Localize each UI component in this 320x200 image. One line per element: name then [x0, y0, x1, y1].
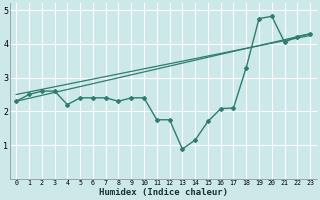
X-axis label: Humidex (Indice chaleur): Humidex (Indice chaleur) — [99, 188, 228, 197]
